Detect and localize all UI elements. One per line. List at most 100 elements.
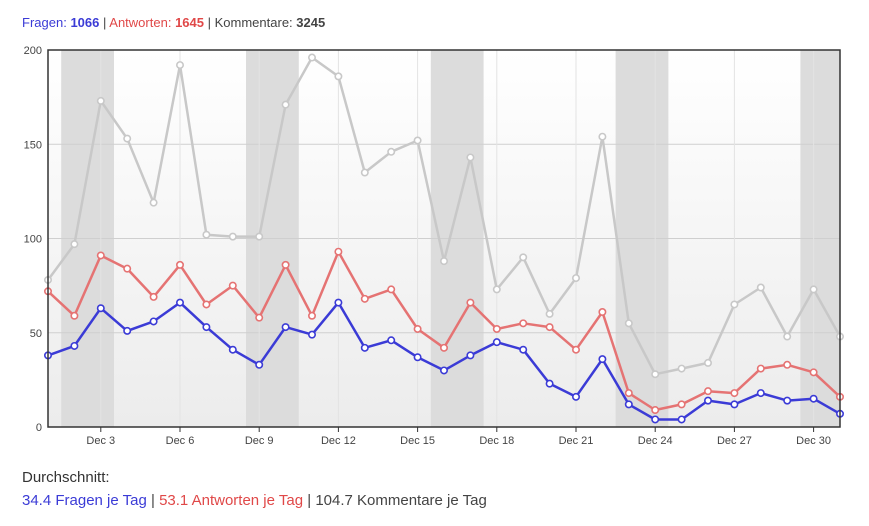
x-tick-label: Dec 30 bbox=[796, 435, 831, 447]
questions-data-point bbox=[545, 379, 554, 388]
answers-data-point bbox=[202, 300, 211, 309]
comments-data-point bbox=[677, 364, 686, 373]
questions-data-point bbox=[571, 392, 580, 401]
comments-data-point bbox=[281, 100, 290, 109]
comments-data-point bbox=[70, 240, 79, 249]
comments-data-point bbox=[730, 300, 739, 309]
comments-data-point bbox=[756, 283, 765, 292]
x-tick-label: Dec 15 bbox=[400, 435, 435, 447]
activity-line-chart: 0 50 100 150 200 Dec 3 Dec 6 Dec 9 Dec 12 Dec 15 D… bbox=[24, 45, 844, 447]
comments-total: 3245 bbox=[296, 15, 326, 30]
comments-data-point bbox=[255, 232, 264, 241]
comments-data-point bbox=[307, 53, 316, 62]
comments-data-point bbox=[96, 96, 105, 105]
questions-data-point bbox=[783, 396, 792, 405]
questions-data-point bbox=[413, 353, 422, 362]
answers-data-point bbox=[307, 311, 316, 320]
answers-data-point bbox=[123, 264, 132, 273]
comments-data-point bbox=[334, 72, 343, 81]
y-tick-label: 200 bbox=[24, 45, 42, 57]
x-tick-label: Dec 9 bbox=[245, 435, 274, 447]
questions-data-point bbox=[123, 326, 132, 335]
answers-data-point bbox=[598, 308, 607, 317]
questions-data-point bbox=[70, 341, 79, 350]
questions-data-point bbox=[651, 415, 660, 424]
questions-data-point bbox=[334, 298, 343, 307]
x-tick-label: Dec 3 bbox=[86, 435, 115, 447]
answers-data-point bbox=[756, 364, 765, 373]
comments-data-point bbox=[413, 136, 422, 145]
answers-data-point bbox=[360, 294, 369, 303]
answers-data-point bbox=[255, 313, 264, 322]
questions-data-point bbox=[228, 345, 237, 354]
answers-data-point bbox=[96, 251, 105, 260]
x-tick-label: Dec 21 bbox=[559, 435, 594, 447]
questions-data-point bbox=[730, 400, 739, 409]
comments-data-point bbox=[466, 153, 475, 162]
answers-total: 1645 bbox=[175, 15, 204, 30]
answers-data-point bbox=[703, 387, 712, 396]
comments-data-point bbox=[149, 198, 158, 207]
average-answers: 53.1 Antworten je Tag bbox=[159, 492, 304, 509]
average-comments: 104.7 Kommentare je Tag bbox=[315, 492, 487, 509]
answers-data-point bbox=[783, 360, 792, 369]
questions-data-point bbox=[598, 355, 607, 364]
comments-data-point bbox=[387, 147, 396, 156]
comments-label: Kommentare: bbox=[214, 15, 293, 30]
questions-data-point bbox=[387, 336, 396, 345]
questions-data-point bbox=[624, 400, 633, 409]
questions-data-point bbox=[466, 351, 475, 360]
comments-data-point bbox=[624, 319, 633, 328]
comments-data-point bbox=[360, 168, 369, 177]
questions-data-point bbox=[96, 304, 105, 313]
answers-data-point bbox=[809, 368, 818, 377]
comments-data-point bbox=[598, 132, 607, 141]
average-summary: 34.4 Fragen je Tag | 53.1 Antworten je T… bbox=[22, 492, 487, 509]
separator: | bbox=[150, 492, 155, 509]
comments-data-point bbox=[228, 232, 237, 241]
answers-data-point bbox=[466, 298, 475, 307]
x-tick-label: Dec 24 bbox=[638, 435, 673, 447]
questions-data-point bbox=[281, 323, 290, 332]
questions-data-point bbox=[677, 415, 686, 424]
x-tick-label: Dec 27 bbox=[717, 435, 752, 447]
answers-data-point bbox=[492, 324, 501, 333]
comments-data-point bbox=[176, 61, 185, 70]
separator: | bbox=[207, 15, 211, 30]
answers-data-point bbox=[281, 260, 290, 269]
questions-data-point bbox=[756, 389, 765, 398]
questions-data-point bbox=[202, 323, 211, 332]
answers-label: Antworten: bbox=[109, 15, 172, 30]
answers-data-point bbox=[651, 406, 660, 415]
comments-data-point bbox=[571, 274, 580, 283]
answers-data-point bbox=[545, 323, 554, 332]
comments-data-point bbox=[809, 285, 818, 294]
questions-data-point bbox=[492, 338, 501, 347]
questions-data-point bbox=[149, 317, 158, 326]
questions-data-point bbox=[519, 345, 528, 354]
questions-data-point bbox=[176, 298, 185, 307]
answers-data-point bbox=[519, 319, 528, 328]
x-tick-label: Dec 18 bbox=[479, 435, 514, 447]
y-tick-label: 150 bbox=[24, 139, 42, 151]
answers-data-point bbox=[334, 247, 343, 256]
answers-data-point bbox=[677, 400, 686, 409]
answers-data-point bbox=[413, 324, 422, 333]
comments-data-point bbox=[202, 230, 211, 239]
axes: 0 50 100 150 200 Dec 3 Dec 6 Dec 9 Dec 12 Dec 15 D… bbox=[24, 45, 841, 447]
answers-data-point bbox=[70, 311, 79, 320]
y-tick-label: 50 bbox=[30, 328, 42, 340]
comments-data-point bbox=[783, 332, 792, 341]
questions-label: Fragen: bbox=[22, 15, 67, 30]
answers-data-point bbox=[149, 292, 158, 301]
comments-data-point bbox=[439, 257, 448, 266]
separator: | bbox=[102, 15, 107, 30]
answers-data-point bbox=[730, 389, 739, 398]
y-tick-label: 100 bbox=[24, 234, 42, 246]
comments-data-point bbox=[519, 253, 528, 262]
questions-total: 1066 bbox=[70, 15, 100, 30]
comments-data-point bbox=[703, 358, 712, 367]
x-tick-label: Dec 12 bbox=[321, 435, 356, 447]
comments-data-point bbox=[545, 309, 554, 318]
average-questions: 34.4 Fragen je Tag bbox=[22, 492, 147, 509]
